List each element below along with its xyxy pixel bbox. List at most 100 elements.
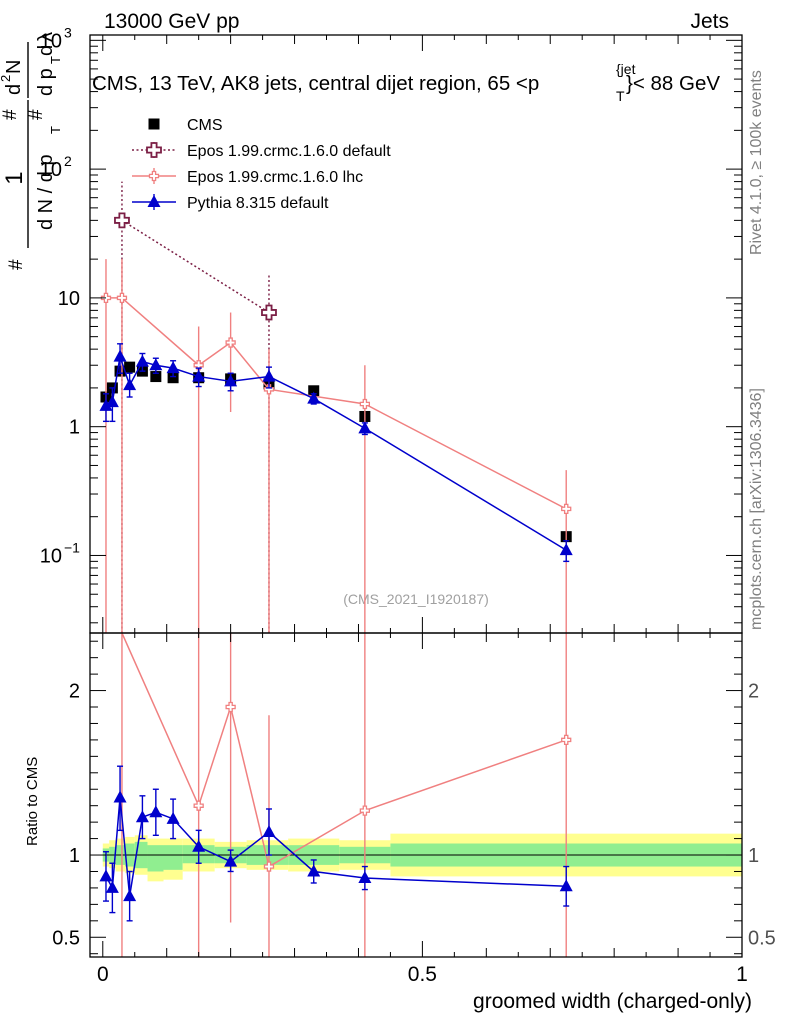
cms-point-10 <box>308 385 320 397</box>
legend-marker-cms <box>148 118 160 130</box>
side-text-bottom: mcplots.cern.ch [arXiv:1306.3436] <box>748 388 765 630</box>
legend-marker-epos_def <box>146 142 162 158</box>
epos_lhc-point-6 <box>561 503 572 515</box>
svg-text:λ: λ <box>35 32 57 42</box>
legend-marker-epos_lhc <box>148 170 160 182</box>
title-main: CMS, 13 TeV, AK8 jets, central dijet reg… <box>92 72 539 95</box>
side-text-top: Rivet 4.1.0, ≥ 100k events <box>748 70 765 255</box>
pythia-point-1 <box>105 395 119 408</box>
pythia-point-11 <box>358 421 372 434</box>
ratio-pythia-point-7 <box>192 839 206 852</box>
series-pythia <box>99 343 573 563</box>
ratio-pythia-point-1 <box>105 880 119 893</box>
y-axis-label-upper: # 1 d N / d p T # # d 2 N d p T d λ <box>0 32 63 270</box>
legend-item-epos_lhc: Epos 1.99.crmc.1.6.0 lhc <box>132 168 363 186</box>
band-inner-6 <box>163 845 183 870</box>
svg-text:d p: d p <box>35 68 57 96</box>
epos_lhc-point-5 <box>359 398 371 410</box>
legend-label-pythia: Pythia 8.315 default <box>187 195 329 212</box>
x-tick-label-0: 0 <box>97 963 109 986</box>
pythia-point-9 <box>262 369 276 382</box>
cms-point-6 <box>167 372 179 384</box>
header-right: Jets <box>690 10 729 33</box>
y-tick-label-upper-exp-0: −1 <box>64 539 80 555</box>
analysis-watermark: (CMS_2021_I1920187) <box>343 591 489 607</box>
legend-marker-pythia <box>147 195 161 207</box>
y-tick-label-upper-0: 10 <box>40 545 62 567</box>
y-tick-label-upper-4: 10 <box>40 30 62 52</box>
pythia-line <box>105 356 567 551</box>
svg-text:d: d <box>35 45 57 56</box>
pythia-point-2 <box>113 349 127 362</box>
y-tick-label-upper-1: 1 <box>69 417 80 439</box>
legend-item-cms: CMS <box>148 117 223 134</box>
x-axis-label: groomed width (charged-only) <box>473 990 752 1013</box>
ratio-pythia-point-12 <box>559 879 573 892</box>
title-sup: {jet <box>616 61 636 77</box>
legend-label-cms: CMS <box>187 117 223 134</box>
ratio-epos_lhc-point-3 <box>263 861 275 872</box>
y-tick-label-lower-right-2: 2 <box>748 681 759 703</box>
lower-plot <box>99 632 573 957</box>
title-sub: T <box>616 88 625 104</box>
svg-text:2: 2 <box>0 75 13 82</box>
ratio-pythia-point-6 <box>166 811 180 824</box>
upper-plot <box>99 181 573 633</box>
legend: CMS Epos 1.99.crmc.1.6.0 default Epos 1.99… <box>132 117 391 212</box>
epos_lhc-point-3 <box>225 337 236 348</box>
pythia-point-3 <box>123 378 137 391</box>
band-inner-5 <box>147 845 164 872</box>
svg-text:#: # <box>6 259 27 270</box>
y-tick-label-lower-2: 2 <box>69 681 80 703</box>
ratio-pythia-point-0 <box>99 869 113 882</box>
legend-item-pythia: Pythia 8.315 default <box>132 194 329 212</box>
ratio-pythia-point-3 <box>123 889 137 902</box>
cms-point-3 <box>124 361 136 373</box>
series-cms <box>100 361 572 543</box>
epos_lhc-point-2 <box>193 360 204 371</box>
y-tick-label-lower-0: 0.5 <box>52 927 80 949</box>
ratio-pythia-point-5 <box>149 805 163 818</box>
pythia-point-10 <box>307 391 321 404</box>
plot-title: CMS, 13 TeV, AK8 jets, central dijet reg… <box>92 61 720 104</box>
epos_lhc-line <box>105 297 567 510</box>
epos_def-line <box>121 219 270 314</box>
cms-point-5 <box>150 371 162 383</box>
ratio-epos_lhc-point-2 <box>225 701 236 713</box>
epos_def-point-1 <box>261 304 277 321</box>
pythia-point-5 <box>149 358 163 371</box>
svg-text:1: 1 <box>1 171 28 184</box>
legend-label-epos_def: Epos 1.99.crmc.1.6.0 default <box>187 143 391 160</box>
pythia-point-8 <box>224 374 238 387</box>
epos_lhc-point-1 <box>116 292 128 304</box>
y-tick-label-lower-right-1: 1 <box>748 845 759 867</box>
ratio-epos_lhc-point-4 <box>359 805 371 816</box>
header-left: 13000 GeV pp <box>104 10 239 33</box>
x-tick-label-2: 1 <box>736 963 748 986</box>
pythia-point-4 <box>135 354 149 367</box>
svg-text:#: # <box>26 109 47 120</box>
legend-label-epos_lhc: Epos 1.99.crmc.1.6.0 lhc <box>187 169 363 186</box>
y-tick-label-upper-exp-3: 2 <box>64 153 72 169</box>
ratio-epos_lhc-point-5 <box>561 734 572 746</box>
epos_def-point-0 <box>114 212 130 229</box>
svg-text:N: N <box>3 60 25 74</box>
lower-frame <box>89 632 743 958</box>
ratio-pythia-point-9 <box>262 825 276 838</box>
pythia-point-7 <box>192 369 206 382</box>
pythia-point-6 <box>166 361 180 374</box>
svg-text:d: d <box>3 84 25 95</box>
svg-text:T: T <box>48 126 63 134</box>
ratio-series-epos_lhc <box>121 632 572 957</box>
svg-text:T: T <box>48 56 63 64</box>
ratio-pythia-point-4 <box>135 810 149 823</box>
ratio-pythia-point-8 <box>224 854 238 867</box>
ratio-pythia-point-10 <box>307 864 321 877</box>
legend-item-epos_def: Epos 1.99.crmc.1.6.0 default <box>132 142 391 160</box>
y-axis-label-lower: Ratio to CMS <box>24 757 41 846</box>
series-epos_lhc <box>100 259 572 633</box>
pythia-point-12 <box>559 543 573 556</box>
series-epos_def <box>114 181 277 633</box>
y-tick-label-lower-right-0: 0.5 <box>748 927 776 949</box>
